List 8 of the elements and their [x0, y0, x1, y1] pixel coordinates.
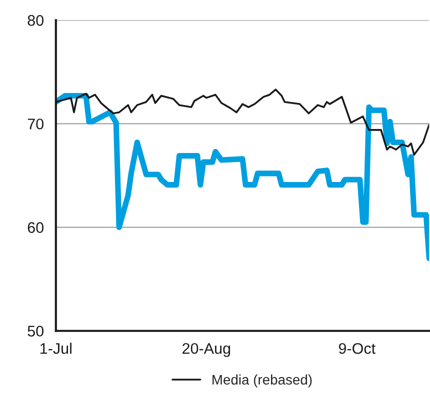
x-tick-label: 20-Aug: [182, 343, 230, 357]
y-tick-label: 80: [28, 15, 44, 26]
y-tick-label: 60: [28, 222, 44, 233]
y-tick-label: 50: [28, 326, 44, 337]
y-tick-label: 70: [28, 118, 44, 130]
legend-label: Media (rebased): [212, 374, 312, 388]
x-tick-label: 9-Oct: [338, 343, 376, 354]
x-tick-label: 1-Jul: [40, 342, 72, 354]
